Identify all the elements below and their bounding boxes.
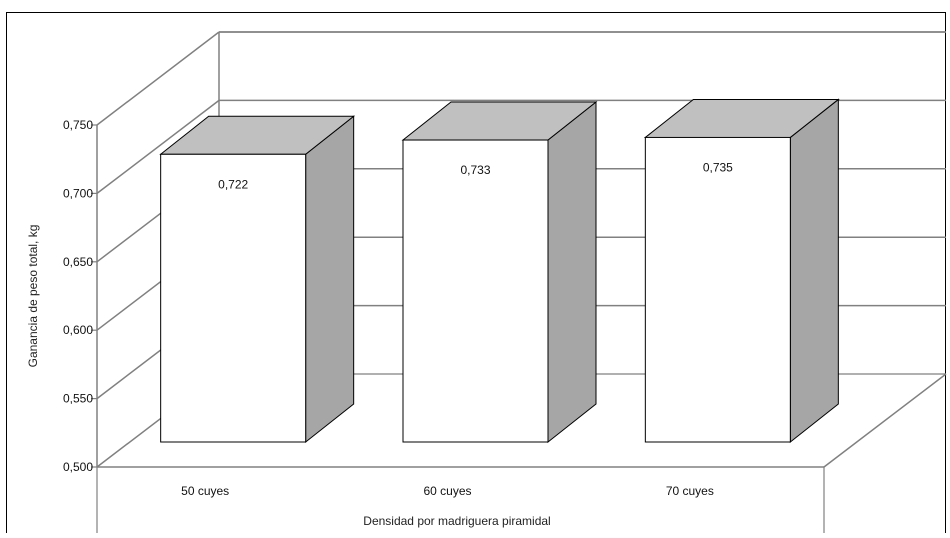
y-tick-label: 0,650: [63, 255, 93, 269]
y-tick-label: 0,500: [63, 460, 93, 474]
y-tick-label: 0,550: [63, 392, 93, 406]
gridline-side: [96, 31, 220, 126]
x-axis-title: Densidad por madriguera piramidal: [363, 514, 550, 528]
data-label: 0,733: [460, 163, 490, 177]
bar-2: 0,733: [401, 100, 598, 444]
bar-front-face: [402, 139, 549, 443]
bar-side-face: [305, 115, 355, 444]
data-label: 0,735: [703, 160, 733, 174]
bar-3: 0,735: [643, 98, 840, 444]
bar-1: 0,722: [159, 115, 356, 444]
x-tick-label: 70 cuyes: [666, 484, 714, 498]
bar-front-face: [644, 136, 791, 443]
y-tick-label: 0,750: [63, 118, 93, 132]
gridline-side: [96, 99, 220, 194]
x-tick-label: 60 cuyes: [423, 484, 471, 498]
y-tick-label: 0,700: [63, 186, 93, 200]
bars: 0,722 0,733 0,735: [159, 98, 840, 444]
bar-front-face: [160, 153, 307, 443]
bar-side-face: [789, 98, 839, 444]
y-tick-label: 0,600: [63, 323, 93, 337]
y-axis-ticks: 0,500 0,550 0,600 0,650 0,700 0,750: [63, 118, 97, 474]
floor-right-edge: [823, 373, 947, 468]
x-tick-label: 50 cuyes: [181, 484, 229, 498]
bar-side-face: [547, 100, 597, 444]
y-axis-title: Ganancia de peso total, kg: [26, 225, 40, 368]
x-axis-ticks: 50 cuyes 60 cuyes 70 cuyes: [181, 484, 714, 498]
data-label: 0,722: [218, 177, 248, 191]
